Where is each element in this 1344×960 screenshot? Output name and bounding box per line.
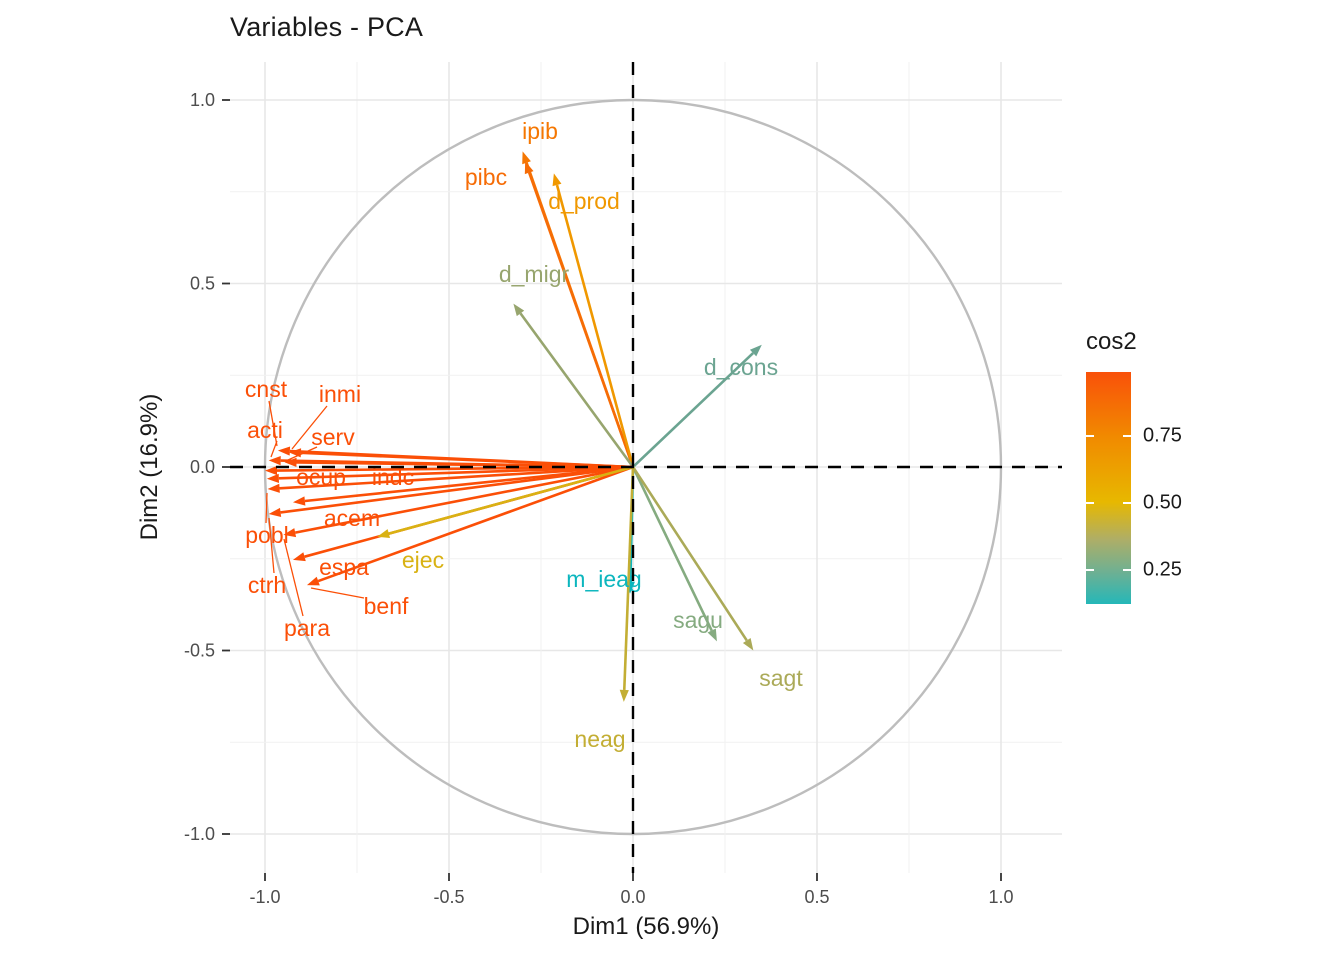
variable-label-m_ieag: m_ieag [566, 566, 641, 592]
arrowhead-espa [292, 552, 306, 562]
arrowhead-ipib [522, 151, 531, 165]
variable-label-indc: indc [372, 464, 414, 490]
leader-line-serv [287, 446, 318, 461]
variable-label-benf: benf [364, 593, 409, 619]
x-tick-label: -0.5 [433, 887, 464, 907]
variable-arrow-d_cons [632, 352, 754, 468]
legend-tick-mark [1123, 434, 1131, 438]
arrowhead-para [283, 528, 297, 538]
variable-arrow-ejec [388, 465, 634, 535]
arrowhead-sagt [742, 637, 754, 651]
variable-label-pibc: pibc [465, 164, 507, 190]
arrowhead-inmi [288, 448, 302, 458]
leader-line-benf [310, 587, 365, 599]
leader-line-inmi [291, 405, 328, 450]
legend-tick-label: 0.25 [1143, 558, 1182, 581]
variable-label-d_cons: d_cons [704, 354, 778, 380]
arrowhead-ocup [265, 465, 278, 476]
variable-arrow-benf [317, 465, 634, 583]
arrowhead-sagu [707, 628, 717, 642]
y-axis-title: Dim2 (16.9%) [136, 393, 163, 541]
legend-colorbar-wrap: 0.75 0.50 0.25 [1086, 372, 1182, 604]
variable-label-d_migr: d_migr [499, 261, 570, 287]
variable-label-ejec: ejec [402, 547, 444, 573]
variable-label-pobl: pobl [245, 522, 288, 548]
arrowhead-acem [292, 496, 306, 506]
y-tick-label: -1.0 [184, 824, 215, 844]
arrowhead-neag [619, 689, 629, 702]
arrowhead-cnst [277, 446, 291, 456]
variable-label-para: para [284, 615, 330, 641]
arrowhead-d_prod [552, 173, 562, 187]
plot-title: Variables - PCA [230, 12, 424, 42]
arrowhead-pibc [524, 161, 534, 175]
x-tick-label: 1.0 [988, 887, 1013, 907]
variable-arrow-neag [622, 466, 635, 690]
legend-tick-label: 0.75 [1143, 424, 1182, 447]
variable-arrow-para [294, 465, 634, 534]
legend-title: cos2 [1086, 328, 1137, 355]
variable-label-cnst: cnst [245, 376, 288, 402]
variable-label-espa: espa [319, 554, 369, 580]
variable-arrow-pibc [527, 172, 635, 468]
y-tick-label: 0.0 [190, 457, 215, 477]
arrowhead-pobl [267, 483, 280, 493]
variable-arrow-pobl [279, 465, 634, 490]
variable-arrow-d_migr [519, 312, 635, 468]
variable-label-ipib: ipib [522, 118, 558, 144]
variable-label-inmi: inmi [319, 381, 361, 407]
leader-line-ctrh [268, 517, 275, 574]
variable-label-acem: acem [324, 505, 380, 531]
variable-label-serv: serv [311, 424, 355, 450]
leader-line-pobl [265, 492, 268, 524]
legend-tick-mark [1123, 501, 1131, 505]
variable-arrow-inmi [300, 451, 634, 469]
legend-tick-mark [1086, 501, 1094, 505]
cos2-legend: cos2 0.75 0.50 0.25 [1086, 328, 1316, 604]
variable-label-d_prod: d_prod [548, 188, 620, 214]
x-tick-label: 0.0 [620, 887, 645, 907]
y-tick-label: 1.0 [190, 90, 215, 110]
arrowhead-ctrh [268, 507, 282, 518]
arrowhead-d_migr [513, 303, 525, 317]
x-axis-title: Dim1 (56.9%) [572, 913, 720, 940]
variable-label-sagu: sagu [673, 607, 723, 633]
leader-line-cnst [268, 400, 278, 447]
y-tick-label: -0.5 [184, 641, 215, 661]
arrowhead-indc [266, 473, 279, 483]
variable-label-ctrh: ctrh [248, 572, 286, 598]
variable-arrow-sagu [631, 466, 713, 632]
legend-tick-mark [1086, 568, 1094, 572]
arrowhead-acti [268, 456, 281, 466]
arrowhead-benf [306, 576, 320, 586]
legend-colorbar [1086, 372, 1131, 604]
arrowhead-d_cons [749, 344, 762, 357]
leader-line-acti [270, 440, 278, 458]
y-tick-label: 0.5 [190, 274, 215, 294]
variable-arrow-ctrh [280, 465, 634, 514]
variable-arrow-indc [278, 465, 634, 480]
arrowhead-serv [284, 457, 297, 467]
variable-arrow-sagt [631, 466, 748, 642]
variable-label-acti: acti [247, 417, 283, 443]
legend-tick-mark [1086, 434, 1094, 438]
x-tick-label: -1.0 [249, 887, 280, 907]
variable-label-neag: neag [574, 726, 625, 752]
variable-label-sagt: sagt [759, 665, 803, 691]
x-tick-label: 0.5 [804, 887, 829, 907]
legend-tick-mark [1123, 568, 1131, 572]
variable-label-ocup: ocup [296, 464, 346, 490]
variable-arrow-acem [304, 465, 634, 503]
arrowhead-ejec [377, 529, 391, 539]
variable-arrow-d_prod [555, 184, 635, 468]
legend-tick-label: 0.50 [1143, 491, 1182, 514]
variable-arrow-ocup [276, 465, 634, 472]
leader-line-para [283, 538, 304, 617]
